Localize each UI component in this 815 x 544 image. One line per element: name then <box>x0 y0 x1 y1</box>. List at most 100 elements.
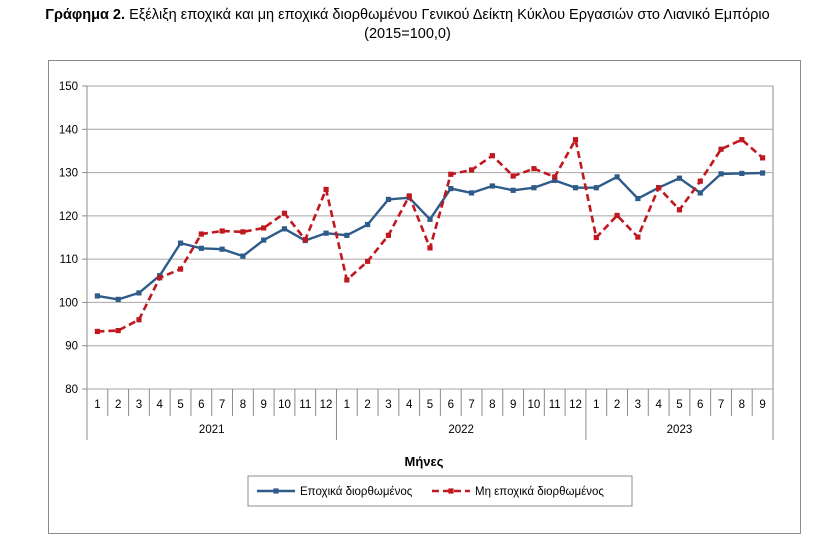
series-point <box>489 183 495 189</box>
series-point <box>281 210 288 216</box>
series-point <box>115 327 121 334</box>
series-point <box>136 317 142 323</box>
series-point <box>157 275 163 281</box>
x-tick-label: 1 <box>593 399 599 411</box>
x-tick-label: 7 <box>468 399 474 411</box>
x-tick-label: 4 <box>157 399 164 411</box>
series-layer <box>94 137 766 335</box>
y-tick-label: 90 <box>65 341 78 353</box>
x-tick-label: 12 <box>569 399 582 411</box>
series-point <box>489 153 495 159</box>
series-point <box>468 167 475 173</box>
series-point <box>240 253 246 259</box>
x-tick-label: 8 <box>489 399 495 411</box>
series-point <box>448 171 454 177</box>
x-tick-label: 10 <box>528 399 541 411</box>
series-point <box>760 155 766 161</box>
series-point <box>323 186 329 193</box>
x-tick-label: 9 <box>510 399 516 411</box>
series-point <box>739 137 745 143</box>
series-line <box>97 171 763 301</box>
x-tick-label: 11 <box>299 399 311 411</box>
series-point <box>302 237 308 243</box>
series-point <box>281 226 288 232</box>
y-tick-label: 80 <box>65 384 78 396</box>
series-point <box>531 185 537 191</box>
series-point <box>510 173 516 179</box>
series-point <box>344 232 350 238</box>
x-tick-label: 6 <box>198 399 204 411</box>
series-point <box>344 277 350 283</box>
series-point <box>739 170 745 177</box>
chart-outer-frame <box>48 60 801 534</box>
x-tick-label: 6 <box>448 399 454 411</box>
year-group-label: 2022 <box>448 424 474 436</box>
series-point <box>365 221 371 228</box>
series-point <box>448 185 454 192</box>
x-tick-label: 2 <box>115 399 121 411</box>
year-group-label: 2021 <box>199 424 225 436</box>
x-tick-label: 5 <box>177 399 183 411</box>
x-tick-label: 9 <box>260 399 266 411</box>
series-point <box>261 225 267 231</box>
x-tick-label: 3 <box>635 399 641 411</box>
chart-title-text: Εξέλιξη εποχικά και μη εποχικά διορθωμέν… <box>129 7 770 23</box>
series-point <box>718 146 724 152</box>
series-point <box>219 228 225 234</box>
x-tick-label: 11 <box>549 399 561 411</box>
series-point <box>593 234 599 241</box>
series-point <box>697 178 703 184</box>
chart-subtitle: (2015=100,0) <box>364 26 451 42</box>
series-point <box>635 234 641 240</box>
series-point <box>385 196 392 203</box>
x-tick-label: 8 <box>739 399 745 411</box>
series-point <box>614 174 620 180</box>
series-point <box>552 174 558 180</box>
series-point <box>427 245 433 251</box>
y-tick-label: 110 <box>60 254 78 266</box>
series-point <box>198 231 204 237</box>
series-point <box>94 328 100 335</box>
series-point <box>718 171 724 177</box>
legend-label: Εποχικά διορθωμένος <box>300 486 413 498</box>
series-point <box>177 240 184 246</box>
series-point <box>531 166 537 172</box>
series-point <box>656 185 662 191</box>
x-tick-label: 5 <box>676 399 682 411</box>
series-point <box>572 137 579 143</box>
y-tick-label: 120 <box>59 211 78 223</box>
series-point <box>676 175 683 181</box>
x-tick-label: 4 <box>655 399 662 411</box>
series-point <box>365 258 371 264</box>
chart-title: Γράφημα 2. Εξέλιξη εποχικά και μη εποχικ… <box>0 6 815 44</box>
series-point <box>593 185 599 191</box>
series-point <box>552 177 558 183</box>
series-point <box>198 245 204 251</box>
series-point <box>635 195 641 202</box>
year-group-label: 2023 <box>667 424 693 436</box>
x-tick-label: 9 <box>759 399 765 411</box>
series-point <box>115 296 121 302</box>
x-tick-label: 4 <box>406 399 413 411</box>
legend-label: Μη εποχικά διορθωμένος <box>475 486 604 498</box>
x-tick-label: 3 <box>385 399 391 411</box>
legend-swatch-marker <box>448 488 454 494</box>
plot-area <box>86 85 774 390</box>
x-tick-label: 5 <box>427 399 433 411</box>
x-tick-label: 8 <box>240 399 246 411</box>
x-tick-label: 10 <box>278 399 291 411</box>
x-tick-label: 6 <box>697 399 703 411</box>
x-tick-label: 1 <box>94 399 100 411</box>
series-point <box>760 170 766 176</box>
x-tick-label: 1 <box>344 399 350 411</box>
series-point <box>219 246 225 252</box>
x-tick-label: 3 <box>136 399 142 411</box>
y-tick-label: 100 <box>59 297 78 309</box>
series-point <box>177 266 184 272</box>
chart-title-prefix: Γράφημα 2. <box>45 7 126 23</box>
series-point <box>510 187 516 193</box>
series-point <box>406 193 412 199</box>
legend-box <box>247 475 633 507</box>
series-point <box>697 190 703 196</box>
